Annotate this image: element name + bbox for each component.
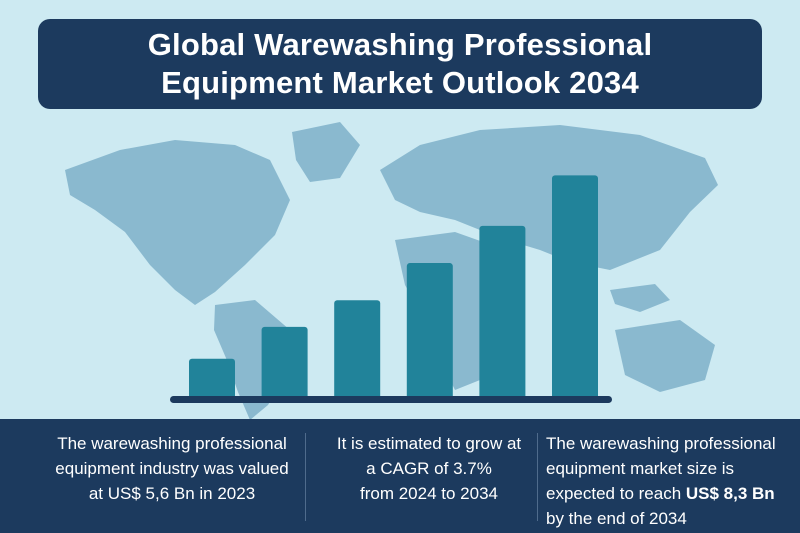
stats-panel: The warewashing professional equipment i… xyxy=(0,419,800,533)
stat-forecast-line1: The warewashing professional xyxy=(546,434,776,453)
stat-valued-line1: The warewashing professional xyxy=(57,434,287,453)
australia-shape xyxy=(615,320,715,392)
stat-cagr: It is estimated to grow at a CAGR of 3.7… xyxy=(318,431,540,506)
divider-2 xyxy=(537,433,538,521)
bar-chart xyxy=(170,175,612,403)
stat-valued-line3: at US$ 5,6 Bn in 2023 xyxy=(48,481,296,506)
stat-valued: The warewashing professional equipment i… xyxy=(48,431,296,506)
stat-cagr-line2: a CAGR of 3.7% xyxy=(366,459,492,478)
stat-valued-value: US$ 5,6 Bn in 2023 xyxy=(107,484,256,503)
divider-1 xyxy=(305,433,306,521)
bar-4 xyxy=(406,263,453,399)
stat-forecast: The warewashing professional equipment m… xyxy=(546,431,796,531)
bar-6 xyxy=(552,175,598,399)
bar-1 xyxy=(189,358,235,399)
stat-forecast-prefix: expected to reach xyxy=(546,484,686,503)
eurasia-shape xyxy=(380,125,718,270)
islands-shape xyxy=(610,284,670,312)
stat-forecast-line2: equipment market size is xyxy=(546,459,735,478)
stat-forecast-line4: by the end of 2034 xyxy=(546,509,687,528)
stat-cagr-line3: from 2024 to 2034 xyxy=(360,484,498,503)
greenland-shape xyxy=(292,122,360,182)
north-america-shape xyxy=(65,140,290,305)
bar-5 xyxy=(479,225,526,399)
bar-2 xyxy=(261,326,308,399)
stat-valued-prefix: at xyxy=(88,484,108,503)
stat-forecast-line3: expected to reach US$ 8,3 Bn xyxy=(546,481,796,506)
bar-3 xyxy=(334,300,381,399)
title-banner: Global Warewashing Professional Equipmen… xyxy=(38,19,762,109)
title-line-2: Equipment Market Outlook 2034 xyxy=(161,65,639,100)
stat-cagr-line1: It is estimated to grow at xyxy=(336,434,522,453)
chart-baseline xyxy=(170,396,612,403)
stat-valued-line2: equipment industry was valued xyxy=(55,459,289,478)
title-line-1: Global Warewashing Professional xyxy=(147,27,653,62)
stat-forecast-value: US$ 8,3 Bn xyxy=(685,484,775,503)
